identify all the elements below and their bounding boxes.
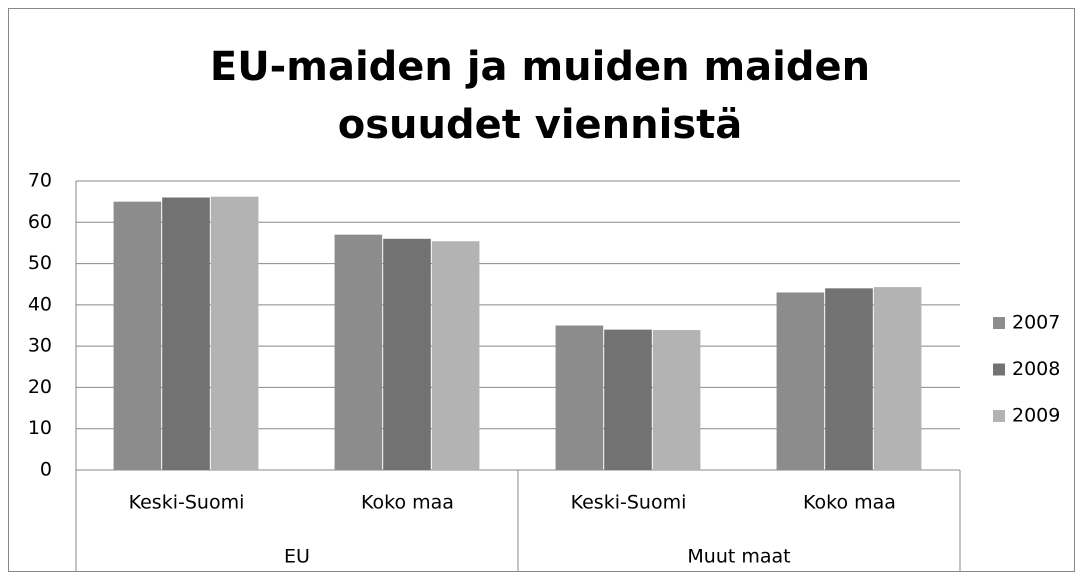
bar: [383, 238, 431, 470]
legend-label: 2008: [1012, 358, 1060, 380]
y-tick-label: 30: [28, 335, 52, 357]
y-tick-label: 70: [28, 170, 52, 192]
x-tick-label: Koko maa: [803, 492, 896, 514]
bar: [113, 201, 162, 470]
group-label: Muut maat: [687, 546, 790, 568]
legend-swatch: [993, 410, 1005, 422]
y-tick-label: 0: [40, 459, 52, 481]
bar: [873, 287, 922, 470]
bar: [162, 197, 210, 470]
bar: [555, 325, 604, 470]
group-label: EU: [284, 546, 310, 568]
y-tick-label: 10: [28, 417, 52, 439]
chart-title: EU-maiden ja muiden maiden osuudet vienn…: [209, 44, 871, 148]
x-tick-label: Koko maa: [361, 492, 454, 514]
x-tick-label: Keski-Suomi: [571, 492, 687, 514]
bar: [431, 241, 480, 470]
bar: [210, 196, 259, 470]
bar: [652, 330, 701, 470]
y-tick-label: 60: [28, 211, 52, 233]
x-tick-label: Keski-Suomi: [129, 492, 245, 514]
legend-label: 2009: [1012, 405, 1060, 427]
legend-swatch: [993, 363, 1005, 376]
bar: [604, 329, 652, 470]
legend-label: 2007: [1012, 312, 1060, 334]
bar: [776, 292, 825, 470]
y-tick-label: 50: [28, 252, 52, 274]
legend-swatch: [993, 317, 1005, 329]
bar: [334, 234, 383, 470]
y-tick-label: 20: [28, 376, 52, 398]
y-tick-label: 40: [28, 293, 52, 315]
bar: [825, 288, 873, 470]
